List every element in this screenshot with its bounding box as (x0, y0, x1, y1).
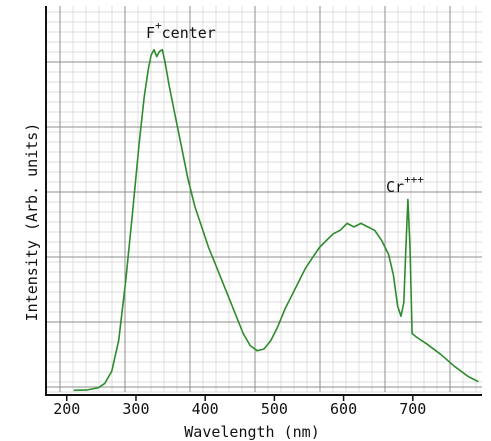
x-tick-label: 600 (330, 400, 357, 418)
annotation-f-center: F+center (146, 19, 216, 42)
annotation-cr: Cr+++ (386, 173, 424, 196)
annotation-f-text: center (162, 24, 216, 42)
grid-major (46, 6, 482, 392)
y-axis-label: Intensity (Arb. units) (23, 123, 41, 322)
annotation-f-base: F (146, 24, 155, 42)
annotation-cr-base: Cr (386, 178, 404, 196)
x-tick-label: 300 (122, 400, 149, 418)
x-tick-label: 500 (261, 400, 288, 418)
x-tick-label: 200 (53, 400, 80, 418)
x-tick-label: 700 (399, 400, 426, 418)
annotation-cr-sup: +++ (404, 173, 424, 186)
annotation-f-sup: + (155, 19, 162, 32)
x-tick-label: 400 (192, 400, 219, 418)
x-axis-label: Wavelength (nm) (184, 423, 319, 441)
series-line-0 (73, 48, 479, 392)
x-ticks: 200 300 400 500 600 700 (53, 395, 426, 418)
series-layer (73, 48, 479, 392)
